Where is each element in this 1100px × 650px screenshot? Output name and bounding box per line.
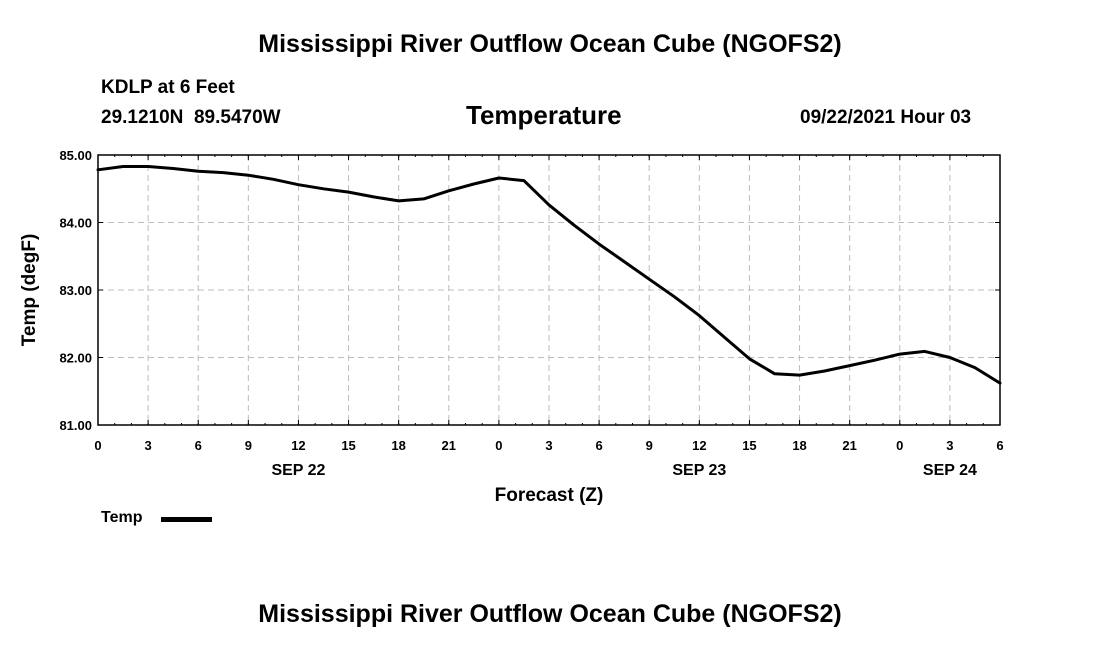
variable-title: Temperature [466, 100, 622, 130]
footer-title: Mississippi River Outflow Ocean Cube (NG… [258, 600, 842, 628]
x-tick-label: 3 [144, 438, 151, 453]
x-tick-label: 0 [495, 438, 502, 453]
date-label: SEP 23 [672, 462, 726, 479]
x-tick-label: 15 [742, 438, 756, 453]
x-tick-label: 18 [792, 438, 806, 453]
x-tick-label: 6 [996, 438, 1003, 453]
station-name: KDLP at 6 Feet [101, 77, 235, 98]
y-tick-label: 84.00 [59, 216, 92, 231]
legend-line-swatch [161, 517, 212, 522]
x-tick-label: 0 [94, 438, 101, 453]
station-coordinates: 29.1210N 89.5470W [101, 107, 281, 128]
x-tick-label: 12 [291, 438, 305, 453]
x-axis-label: Forecast (Z) [495, 485, 604, 506]
x-tick-label: 15 [341, 438, 355, 453]
x-tick-label: 21 [442, 438, 456, 453]
x-tick-label: 6 [195, 438, 202, 453]
y-tick-label: 85.00 [59, 148, 92, 163]
x-tick-label: 6 [595, 438, 602, 453]
x-tick-label: 0 [896, 438, 903, 453]
temp-series-line [96, 165, 1002, 385]
x-tick-label: 9 [646, 438, 653, 453]
x-tick-label: 9 [245, 438, 252, 453]
y-axis-label: Temp (degF) [19, 234, 40, 347]
date-label: SEP 22 [271, 462, 325, 479]
x-tick-label: 3 [545, 438, 552, 453]
forecast-timestamp: 09/22/2021 Hour 03 [800, 107, 972, 128]
y-tick-label: 81.00 [59, 418, 92, 433]
legend-label: Temp [101, 509, 143, 526]
y-tick-label: 82.00 [59, 351, 92, 366]
x-tick-label: 3 [946, 438, 953, 453]
y-tick-label: 83.00 [59, 283, 92, 298]
x-tick-label: 21 [842, 438, 856, 453]
x-tick-label: 18 [391, 438, 405, 453]
x-tick-label: 12 [692, 438, 706, 453]
date-label: SEP 24 [923, 462, 977, 479]
plot-frame [97, 154, 1001, 426]
chart-title: Mississippi River Outflow Ocean Cube (NG… [258, 30, 842, 58]
